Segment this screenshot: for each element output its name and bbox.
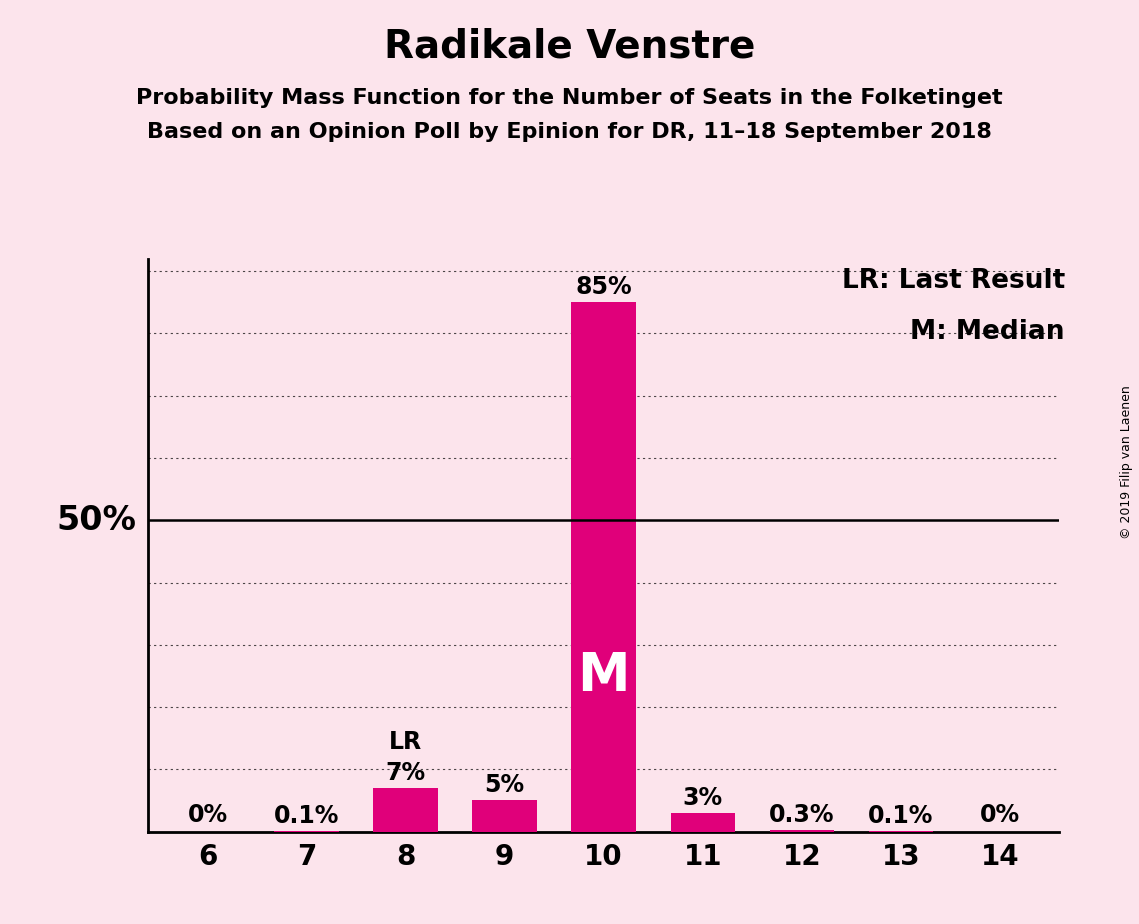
Text: 85%: 85% bbox=[575, 275, 632, 299]
Text: 0%: 0% bbox=[980, 803, 1019, 827]
Text: M: M bbox=[577, 650, 630, 702]
Bar bbox=[770, 830, 834, 832]
Bar bbox=[671, 813, 735, 832]
Text: LR: Last Result: LR: Last Result bbox=[842, 268, 1065, 294]
Text: Radikale Venstre: Radikale Venstre bbox=[384, 28, 755, 66]
Bar bbox=[374, 788, 437, 832]
Text: 0.1%: 0.1% bbox=[273, 804, 339, 828]
Text: 0%: 0% bbox=[188, 803, 228, 827]
Text: © 2019 Filip van Laenen: © 2019 Filip van Laenen bbox=[1121, 385, 1133, 539]
Bar bbox=[572, 302, 636, 832]
Text: 7%: 7% bbox=[385, 760, 426, 784]
Text: Based on an Opinion Poll by Epinion for DR, 11–18 September 2018: Based on an Opinion Poll by Epinion for … bbox=[147, 122, 992, 142]
Text: 3%: 3% bbox=[682, 785, 723, 809]
Text: 0.3%: 0.3% bbox=[769, 803, 835, 827]
Text: LR: LR bbox=[390, 730, 423, 754]
Text: 0.1%: 0.1% bbox=[868, 804, 934, 828]
Text: 50%: 50% bbox=[57, 504, 137, 537]
Text: M: Median: M: Median bbox=[910, 319, 1065, 345]
Text: 5%: 5% bbox=[484, 773, 525, 797]
Text: Probability Mass Function for the Number of Seats in the Folketinget: Probability Mass Function for the Number… bbox=[137, 88, 1002, 108]
Bar bbox=[473, 800, 536, 832]
